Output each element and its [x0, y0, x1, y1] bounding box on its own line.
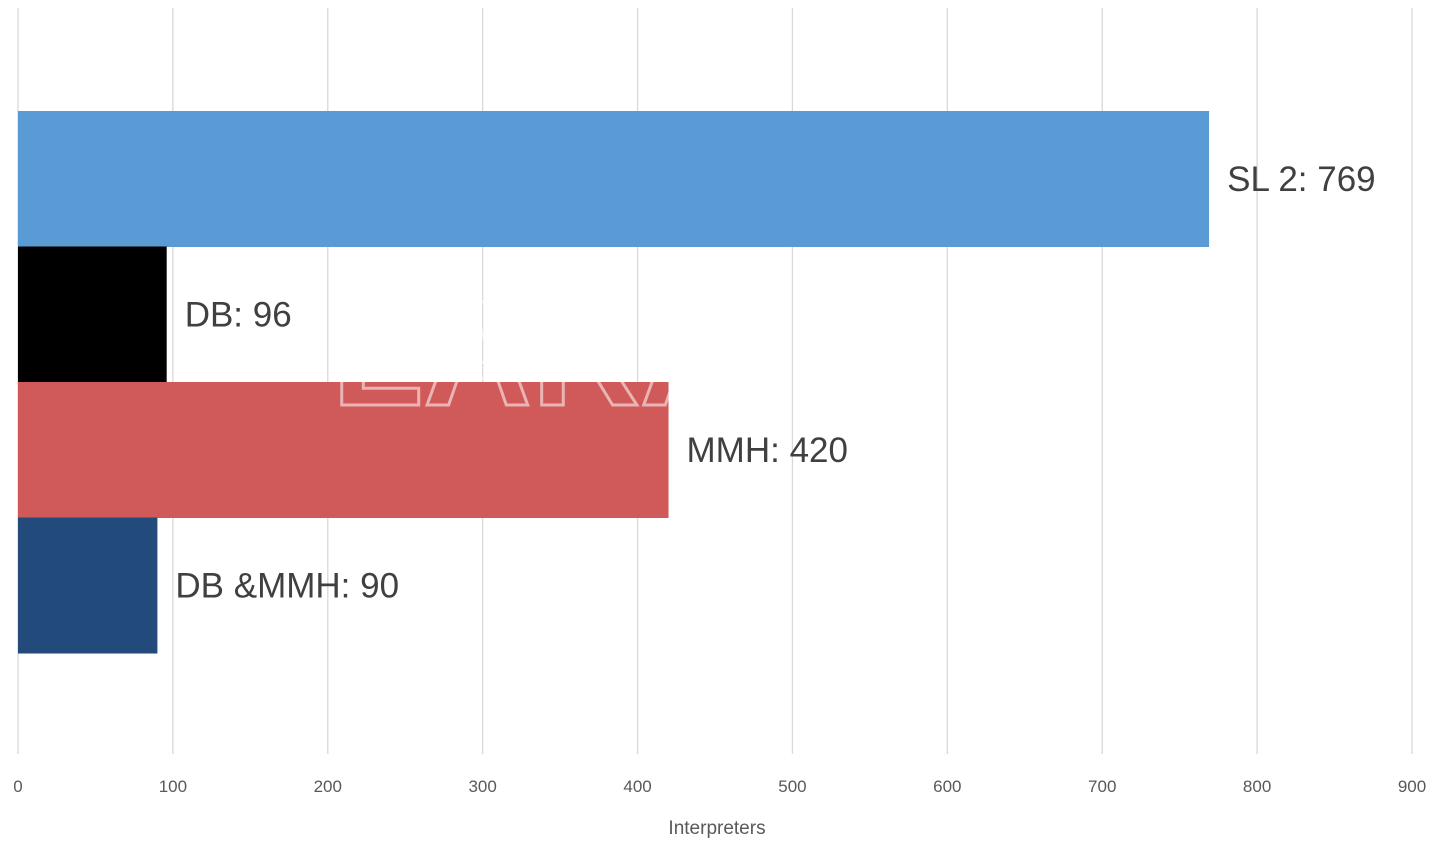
x-tick-label: 200 [314, 777, 342, 796]
x-tick-label: 100 [159, 777, 187, 796]
data-label: DB &MMH: 90 [175, 566, 399, 605]
bar [18, 246, 167, 383]
x-tick-label: 400 [623, 777, 651, 796]
watermark-text: LARA [332, 269, 749, 437]
data-label: MMH: 420 [687, 431, 848, 470]
bar [18, 382, 669, 518]
x-tick-label: 700 [1088, 777, 1116, 796]
x-tick-label: 0 [13, 777, 22, 796]
x-tick-label: 900 [1398, 777, 1426, 796]
bar [18, 111, 1210, 247]
x-tick-label: 500 [778, 777, 806, 796]
bar [18, 517, 158, 654]
watermark-logo: LARA [330, 268, 750, 439]
data-label: SL 2: 769 [1227, 160, 1376, 199]
x-tick-label: 800 [1243, 777, 1271, 796]
x-axis-ticks: 0 100 200 300 400 500 600 700 800 900 [13, 777, 1426, 796]
data-label: DB: 96 [185, 295, 292, 334]
data-labels: SL 2: 769 DB: 96 MMH: 420 DB &MMH: 90 [175, 160, 1375, 606]
bars [18, 111, 1210, 654]
x-axis-title: Interpreters [668, 818, 765, 839]
x-tick-label: 300 [468, 777, 496, 796]
x-tick-label: 600 [933, 777, 961, 796]
